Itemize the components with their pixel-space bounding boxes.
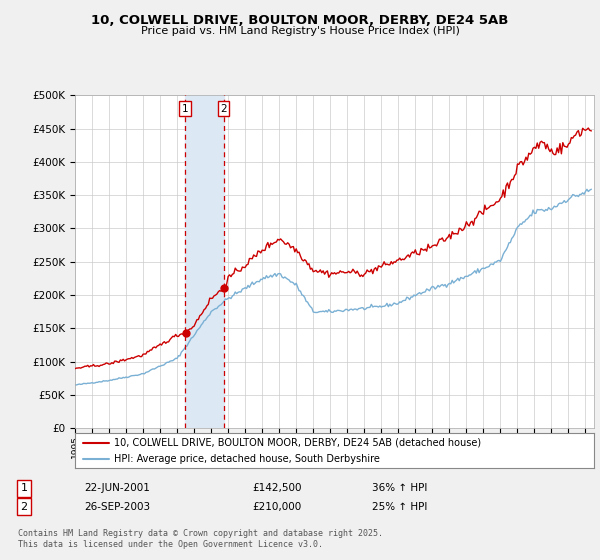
Text: 25% ↑ HPI: 25% ↑ HPI xyxy=(372,502,427,512)
Text: £210,000: £210,000 xyxy=(252,502,301,512)
Text: 22-JUN-2001: 22-JUN-2001 xyxy=(84,483,150,493)
Text: Contains HM Land Registry data © Crown copyright and database right 2025.
This d: Contains HM Land Registry data © Crown c… xyxy=(18,529,383,549)
Text: Price paid vs. HM Land Registry's House Price Index (HPI): Price paid vs. HM Land Registry's House … xyxy=(140,26,460,36)
Bar xyxy=(185,95,224,428)
Text: 1: 1 xyxy=(182,104,188,114)
Text: 2: 2 xyxy=(20,502,28,512)
Text: 1: 1 xyxy=(20,483,28,493)
Text: £142,500: £142,500 xyxy=(252,483,302,493)
Text: 10, COLWELL DRIVE, BOULTON MOOR, DERBY, DE24 5AB (detached house): 10, COLWELL DRIVE, BOULTON MOOR, DERBY, … xyxy=(114,437,481,447)
Text: HPI: Average price, detached house, South Derbyshire: HPI: Average price, detached house, Sout… xyxy=(114,454,380,464)
Text: 26-SEP-2003: 26-SEP-2003 xyxy=(84,502,150,512)
Text: 36% ↑ HPI: 36% ↑ HPI xyxy=(372,483,427,493)
Text: 2: 2 xyxy=(220,104,227,114)
Text: 10, COLWELL DRIVE, BOULTON MOOR, DERBY, DE24 5AB: 10, COLWELL DRIVE, BOULTON MOOR, DERBY, … xyxy=(91,14,509,27)
